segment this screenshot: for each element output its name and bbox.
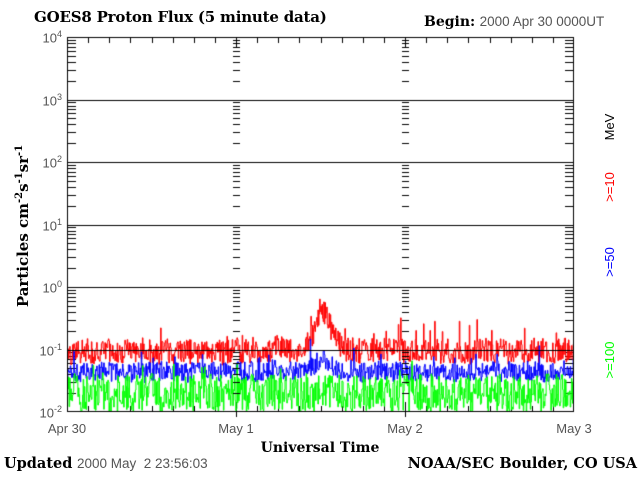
y-tick-label: 102 xyxy=(42,154,62,171)
updated-timestamp: Updated 2000 May 2 23:56:03 xyxy=(4,455,208,472)
right-series-label: >=100 xyxy=(602,341,617,379)
y-axis-title: Particles cm-2s-1sr-1 xyxy=(14,144,32,308)
x-tick-label: Apr 30 xyxy=(47,421,87,436)
x-tick-label: May 2 xyxy=(387,421,423,436)
right-series-label: >=50 xyxy=(602,247,617,277)
credit-text: NOAA/SEC Boulder, CO USA xyxy=(407,455,637,472)
y-tick-label: 10-1 xyxy=(39,341,62,358)
y-tick-label: 100 xyxy=(42,279,62,296)
y-tick-label: 10-2 xyxy=(39,404,62,421)
x-tick-label: May 1 xyxy=(218,421,254,436)
y-tick-label: 104 xyxy=(42,29,62,46)
updated-value: 2000 May 2 23:56:03 xyxy=(77,456,208,471)
right-series-label: >=10 xyxy=(602,172,617,202)
y-tick-label: 101 xyxy=(42,216,62,233)
x-tick-label: May 3 xyxy=(556,421,592,436)
updated-label: Updated xyxy=(4,455,73,472)
y-tick-label: 103 xyxy=(42,91,62,108)
x-axis-title: Universal Time xyxy=(260,440,380,456)
